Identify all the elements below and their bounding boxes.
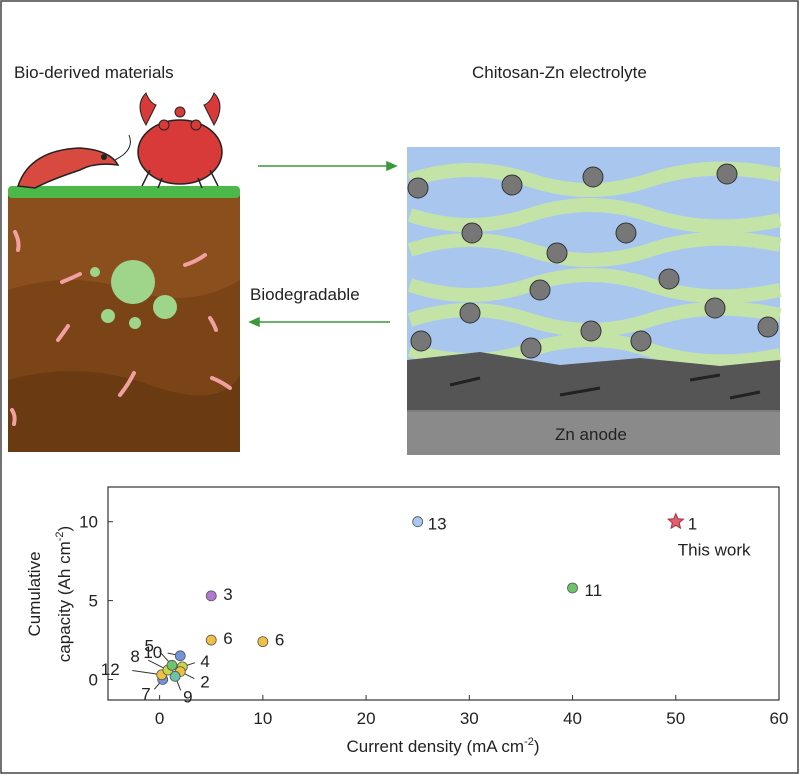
arrows: [248, 160, 398, 328]
point: [166, 659, 178, 671]
point-label: 1: [688, 515, 697, 534]
arrow-label: Biodegradable: [250, 285, 360, 304]
point-label: 5: [145, 636, 154, 655]
anode-label: Zn anode: [555, 425, 627, 444]
point: [205, 634, 217, 646]
shrimp-illustration: [16, 134, 131, 189]
y-label-main: capacity (Ah cm: [55, 541, 74, 662]
x-label-sup: -2: [524, 736, 534, 748]
x-tick-label: 0: [155, 709, 164, 728]
x-tick-label: 10: [253, 709, 272, 728]
point: [412, 516, 424, 528]
x-axis-label: Current density (mA cm-2): [346, 736, 539, 756]
point-label: 8: [130, 647, 139, 666]
y-label-sup: -2: [54, 531, 66, 541]
annotation: This work: [678, 541, 751, 560]
point-label: 6: [275, 631, 284, 650]
y-tick-label: 10: [79, 513, 98, 532]
x-tick-label: 20: [357, 709, 376, 728]
x-label-end: ): [534, 737, 540, 756]
point-label: 9: [183, 687, 192, 706]
x-tick-label: 60: [770, 709, 789, 728]
point-label: 10: [143, 643, 162, 662]
point-label: 13: [428, 515, 447, 534]
y-label-end: ): [55, 526, 74, 532]
point: [666, 512, 685, 530]
y-axis-label: Cumulative: [25, 551, 44, 636]
plot-frame: [107, 486, 780, 701]
point-label: 7: [141, 684, 150, 703]
crab-illustration: [137, 92, 223, 189]
point-label: 2: [200, 673, 209, 692]
left-title: Bio-derived materials: [14, 63, 174, 82]
point: [205, 590, 217, 602]
x-label-main: Current density (mA cm: [346, 737, 524, 756]
right-title: Chitosan-Zn electrolyte: [472, 63, 647, 82]
point: [567, 582, 578, 594]
y-tick-label: 5: [89, 592, 98, 611]
x-tick-label: 50: [666, 709, 685, 728]
point-label: 6: [223, 629, 232, 648]
y-tick-label: 0: [89, 670, 98, 689]
electrolyte-illustration: [407, 147, 782, 455]
point: [169, 670, 181, 682]
soil-illustration: [8, 186, 240, 452]
point-label: 3: [223, 585, 232, 604]
point: [257, 636, 269, 648]
point-label: 12: [101, 660, 120, 679]
point-label: 11: [585, 581, 603, 600]
x-tick-label: 30: [460, 709, 479, 728]
point: [174, 650, 186, 662]
x-tick-label: 40: [563, 709, 582, 728]
y-axis-label: capacity (Ah cm-2): [54, 526, 74, 662]
point-label: 4: [200, 652, 209, 671]
